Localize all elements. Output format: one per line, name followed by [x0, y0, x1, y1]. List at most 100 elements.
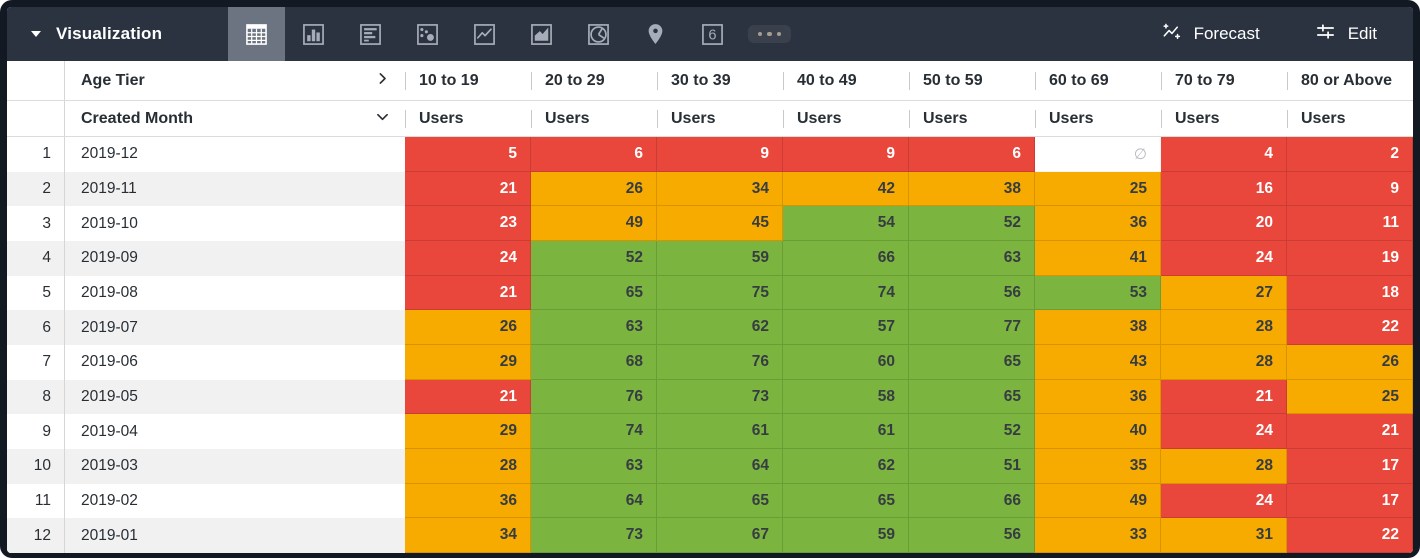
value-cell[interactable]: 5 — [405, 137, 531, 172]
value-cell[interactable]: 34 — [657, 171, 783, 207]
value-cell[interactable]: 41 — [1035, 241, 1161, 276]
measure-header[interactable]: Users — [531, 101, 657, 136]
value-cell[interactable]: 67 — [657, 518, 783, 553]
value-cell[interactable]: 59 — [783, 518, 909, 553]
pivot-field-header[interactable]: Age Tier — [65, 61, 405, 100]
value-cell[interactable]: 2 — [1287, 137, 1413, 172]
value-cell[interactable]: 38 — [1035, 310, 1161, 346]
value-cell[interactable]: 28 — [405, 449, 531, 484]
pivot-value-header[interactable]: 50 to 59 — [909, 61, 1035, 100]
measure-header[interactable]: Users — [1161, 101, 1287, 136]
month-cell[interactable]: 2019-04 — [65, 414, 405, 450]
month-cell[interactable]: 2019-11 — [65, 171, 405, 207]
value-cell[interactable]: 22 — [1287, 310, 1413, 346]
value-cell[interactable]: 74 — [531, 414, 657, 450]
measure-header[interactable]: Users — [783, 101, 909, 136]
row-chart-viz-button[interactable] — [342, 7, 399, 61]
value-cell[interactable]: 63 — [531, 449, 657, 484]
month-cell[interactable]: 2019-08 — [65, 275, 405, 311]
value-cell[interactable]: 17 — [1287, 449, 1413, 484]
value-cell[interactable]: 35 — [1035, 449, 1161, 484]
value-cell[interactable]: 21 — [405, 275, 531, 311]
value-cell[interactable]: 4 — [1161, 137, 1287, 172]
value-cell[interactable]: 22 — [1287, 518, 1413, 553]
month-cell[interactable]: 2019-10 — [65, 206, 405, 242]
value-cell[interactable]: 61 — [657, 414, 783, 450]
measure-header[interactable]: Users — [1287, 101, 1413, 136]
bar-chart-viz-button[interactable] — [285, 7, 342, 61]
measure-header[interactable]: Users — [909, 101, 1035, 136]
value-cell[interactable]: 17 — [1287, 483, 1413, 519]
value-cell[interactable]: 51 — [909, 449, 1035, 484]
value-cell[interactable]: 65 — [531, 275, 657, 311]
month-cell[interactable]: 2019-12 — [65, 137, 405, 172]
value-cell[interactable]: 21 — [1161, 379, 1287, 415]
value-cell[interactable]: 53 — [1035, 275, 1161, 311]
value-cell[interactable]: 62 — [657, 310, 783, 346]
value-cell[interactable]: 18 — [1287, 275, 1413, 311]
value-cell[interactable]: 63 — [909, 241, 1035, 276]
value-cell[interactable]: 36 — [1035, 206, 1161, 242]
measure-header[interactable]: Users — [657, 101, 783, 136]
value-cell[interactable]: 54 — [783, 206, 909, 242]
value-cell[interactable]: 16 — [1161, 171, 1287, 207]
month-cell[interactable]: 2019-07 — [65, 310, 405, 346]
value-cell[interactable]: 23 — [405, 206, 531, 242]
value-cell[interactable]: 65 — [909, 379, 1035, 415]
value-cell[interactable]: 6 — [531, 137, 657, 172]
value-cell[interactable]: 76 — [531, 379, 657, 415]
value-cell[interactable]: 33 — [1035, 518, 1161, 553]
value-cell[interactable]: 63 — [531, 310, 657, 346]
value-cell[interactable]: 73 — [531, 518, 657, 553]
value-cell[interactable]: 29 — [405, 345, 531, 380]
value-cell[interactable]: 59 — [657, 241, 783, 276]
value-cell[interactable]: 36 — [1035, 379, 1161, 415]
value-cell[interactable]: 27 — [1161, 275, 1287, 311]
value-cell[interactable]: 52 — [909, 206, 1035, 242]
value-cell[interactable]: 25 — [1035, 171, 1161, 207]
month-cell[interactable]: 2019-03 — [65, 449, 405, 484]
empty-value-cell[interactable]: ∅ — [1035, 137, 1161, 172]
value-cell[interactable]: 6 — [909, 137, 1035, 172]
value-cell[interactable]: 52 — [909, 414, 1035, 450]
value-cell[interactable]: 25 — [1287, 379, 1413, 415]
value-cell[interactable]: 9 — [1287, 171, 1413, 207]
month-cell[interactable]: 2019-06 — [65, 345, 405, 380]
value-cell[interactable]: 28 — [1161, 310, 1287, 346]
pivot-value-header[interactable]: 40 to 49 — [783, 61, 909, 100]
value-cell[interactable]: 24 — [405, 241, 531, 276]
value-cell[interactable]: 56 — [909, 275, 1035, 311]
month-cell[interactable]: 2019-09 — [65, 241, 405, 276]
pivot-value-header[interactable]: 10 to 19 — [405, 61, 531, 100]
month-cell[interactable]: 2019-05 — [65, 379, 405, 415]
value-cell[interactable]: 9 — [657, 137, 783, 172]
value-cell[interactable]: 52 — [531, 241, 657, 276]
value-cell[interactable]: 38 — [909, 171, 1035, 207]
value-cell[interactable]: 26 — [405, 310, 531, 346]
value-cell[interactable]: 34 — [405, 518, 531, 553]
value-cell[interactable]: 57 — [783, 310, 909, 346]
measure-header[interactable]: Users — [405, 101, 531, 136]
line-chart-viz-button[interactable] — [456, 7, 513, 61]
pivot-value-header[interactable]: 70 to 79 — [1161, 61, 1287, 100]
value-cell[interactable]: 76 — [657, 345, 783, 380]
month-cell[interactable]: 2019-02 — [65, 483, 405, 519]
map-viz-button[interactable] — [627, 7, 684, 61]
single-value-viz-button[interactable]: 6 — [684, 7, 741, 61]
pivot-value-header[interactable]: 60 to 69 — [1035, 61, 1161, 100]
area-chart-viz-button[interactable] — [513, 7, 570, 61]
value-cell[interactable]: 74 — [783, 275, 909, 311]
value-cell[interactable]: 20 — [1161, 206, 1287, 242]
pie-chart-viz-button[interactable] — [570, 7, 627, 61]
value-cell[interactable]: 68 — [531, 345, 657, 380]
value-cell[interactable]: 26 — [531, 171, 657, 207]
value-cell[interactable]: 24 — [1161, 414, 1287, 450]
value-cell[interactable]: 64 — [657, 449, 783, 484]
value-cell[interactable]: 56 — [909, 518, 1035, 553]
value-cell[interactable]: 65 — [657, 483, 783, 519]
more-viz-button[interactable] — [741, 7, 798, 61]
forecast-button[interactable]: Forecast — [1160, 20, 1260, 48]
value-cell[interactable]: 62 — [783, 449, 909, 484]
value-cell[interactable]: 66 — [909, 483, 1035, 519]
value-cell[interactable]: 65 — [783, 483, 909, 519]
